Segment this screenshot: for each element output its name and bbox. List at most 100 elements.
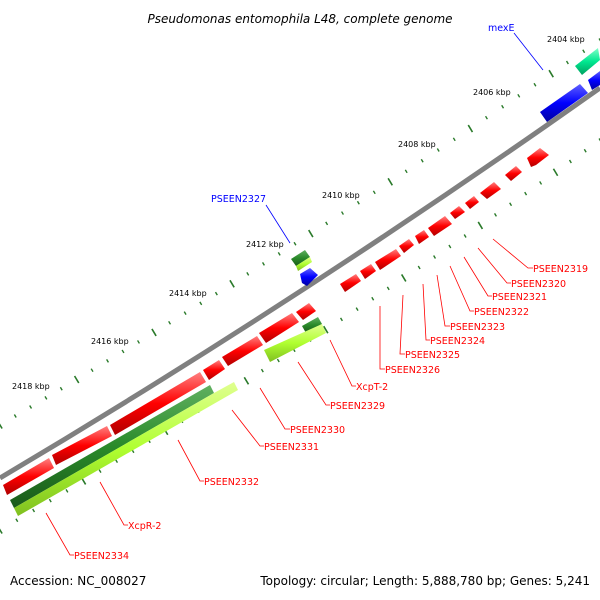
kbp-label-2408: 2408 kbp	[398, 140, 436, 149]
tick-mark	[372, 190, 376, 195]
tick-mark	[463, 234, 467, 238]
tick-mark	[151, 328, 157, 337]
gene-red-2329a[interactable]	[360, 264, 376, 279]
label-pseen2330[interactable]: PSEEN2330	[290, 425, 345, 436]
tick-mark	[436, 148, 440, 152]
tick-mark	[121, 349, 125, 354]
tick-mark	[293, 241, 297, 246]
label-pseen2320[interactable]: PSEEN2320	[511, 279, 566, 290]
gene-xcpr2-red[interactable]	[52, 426, 112, 465]
leader-pseen2322	[449, 265, 474, 312]
label-xcpt2[interactable]: XcpT-2	[356, 382, 388, 393]
tick-mark	[477, 221, 484, 230]
label-xcpr2[interactable]: XcpR-2	[128, 521, 161, 532]
tick-mark	[467, 124, 474, 133]
tick-mark	[260, 368, 264, 373]
gene-mexE[interactable]	[575, 48, 600, 75]
tick-mark	[308, 229, 314, 238]
accession-text: Accession: NC_008027	[10, 574, 146, 588]
tick-mark	[568, 159, 572, 164]
tick-mark	[371, 296, 375, 301]
label-pseen2327[interactable]: PSEEN2327	[211, 194, 266, 205]
label-pseen2331[interactable]: PSEEN2331	[264, 442, 319, 453]
gene-pseen2319[interactable]	[527, 148, 549, 167]
gene-pseen2331[interactable]	[222, 336, 263, 366]
tick-mark	[0, 423, 3, 429]
gene-blue-upper[interactable]	[540, 84, 588, 122]
leader-pseen2332	[177, 439, 204, 482]
tick-mark	[539, 181, 543, 185]
tick-mark	[322, 325, 329, 334]
gene-pseen2332[interactable]	[110, 372, 206, 435]
label-pseen2319[interactable]: PSEEN2319	[533, 264, 588, 275]
tick-mark	[433, 255, 437, 259]
gene-light-long[interactable]	[14, 382, 238, 516]
leader-pseen2325	[399, 294, 405, 355]
gene-pseen2322[interactable]	[465, 196, 479, 209]
gene-red-small[interactable]	[203, 360, 225, 380]
gene-blue-right[interactable]	[588, 71, 600, 90]
tick-mark	[509, 202, 513, 207]
gene-pseen2320[interactable]	[505, 166, 522, 181]
leader-xcpt2	[329, 339, 356, 387]
tick-mark	[276, 358, 280, 363]
tick-mark	[90, 368, 94, 373]
leader-pseen2327	[265, 204, 291, 244]
label-pseen2321[interactable]: PSEEN2321	[492, 292, 547, 303]
leader-pseen2330	[259, 387, 290, 430]
tick-mark	[565, 60, 569, 65]
tick-mark	[582, 49, 586, 54]
label-mexE[interactable]: mexE	[488, 23, 515, 34]
gene-pseen2325[interactable]	[415, 230, 429, 244]
leader-pseen2324	[422, 283, 430, 341]
leader-pseen2321	[463, 256, 492, 297]
gene-dark-long[interactable]	[10, 385, 214, 508]
gene-xcpt2-red[interactable]	[375, 249, 401, 270]
leader-pseen2334	[45, 512, 74, 556]
label-pseen2323[interactable]: PSEEN2323	[450, 322, 505, 333]
tick-mark	[277, 251, 281, 256]
leader-pseen2319	[492, 238, 533, 269]
tick-mark	[356, 200, 360, 205]
tick-mark	[493, 212, 497, 217]
label-pseen2329[interactable]: PSEEN2329	[330, 401, 385, 412]
gene-red-2329b[interactable]	[340, 274, 361, 292]
gene-xcpt2-dark[interactable]	[302, 317, 322, 333]
gene-pseen2324[interactable]	[428, 216, 452, 236]
gene-pseen2330[interactable]	[259, 313, 299, 343]
kbp-label-2404: 2404 kbp	[547, 35, 585, 44]
gene-pseen2323[interactable]	[450, 206, 465, 219]
topology-text: Topology: circular; Length: 5,888,780 bp…	[259, 574, 590, 588]
tick-mark	[325, 221, 329, 226]
tick-mark	[168, 320, 172, 325]
gene-pseen2334[interactable]	[3, 458, 54, 495]
leader-pseen2326	[379, 306, 385, 370]
tick-mark	[246, 272, 250, 276]
tick-mark	[183, 311, 187, 316]
tick-mark	[0, 528, 3, 534]
tick-mark	[548, 69, 554, 78]
gene-dark-upper[interactable]	[291, 250, 310, 266]
gene-light-upper[interactable]	[296, 257, 312, 271]
leader-pseen2329	[297, 361, 330, 406]
gene-xcpt2-light[interactable]	[264, 324, 326, 362]
kbp-label-2412: 2412 kbp	[246, 240, 284, 249]
label-pseen2322[interactable]: PSEEN2322	[474, 307, 529, 318]
label-pseen2324[interactable]: PSEEN2324	[430, 336, 485, 347]
gene-pseen2327[interactable]	[300, 268, 318, 286]
tick-mark	[484, 115, 488, 120]
gene-red-mid[interactable]	[296, 303, 316, 320]
label-pseen2334[interactable]: PSEEN2334	[74, 551, 129, 562]
kbp-label-2410: 2410 kbp	[322, 191, 360, 200]
label-pseen2325[interactable]: PSEEN2325	[405, 350, 460, 361]
gene-pseen2326[interactable]	[399, 239, 414, 253]
gene-pseen2321[interactable]	[480, 182, 501, 199]
leader-xcpr2	[99, 481, 128, 526]
kbp-label-2414: 2414 kbp	[169, 289, 207, 298]
tick-mark	[517, 93, 521, 98]
label-pseen2332[interactable]: PSEEN2332	[204, 477, 259, 488]
label-pseen2326[interactable]: PSEEN2326	[385, 365, 440, 376]
reverse-strand-genes	[3, 148, 549, 495]
tick-mark	[386, 286, 390, 291]
